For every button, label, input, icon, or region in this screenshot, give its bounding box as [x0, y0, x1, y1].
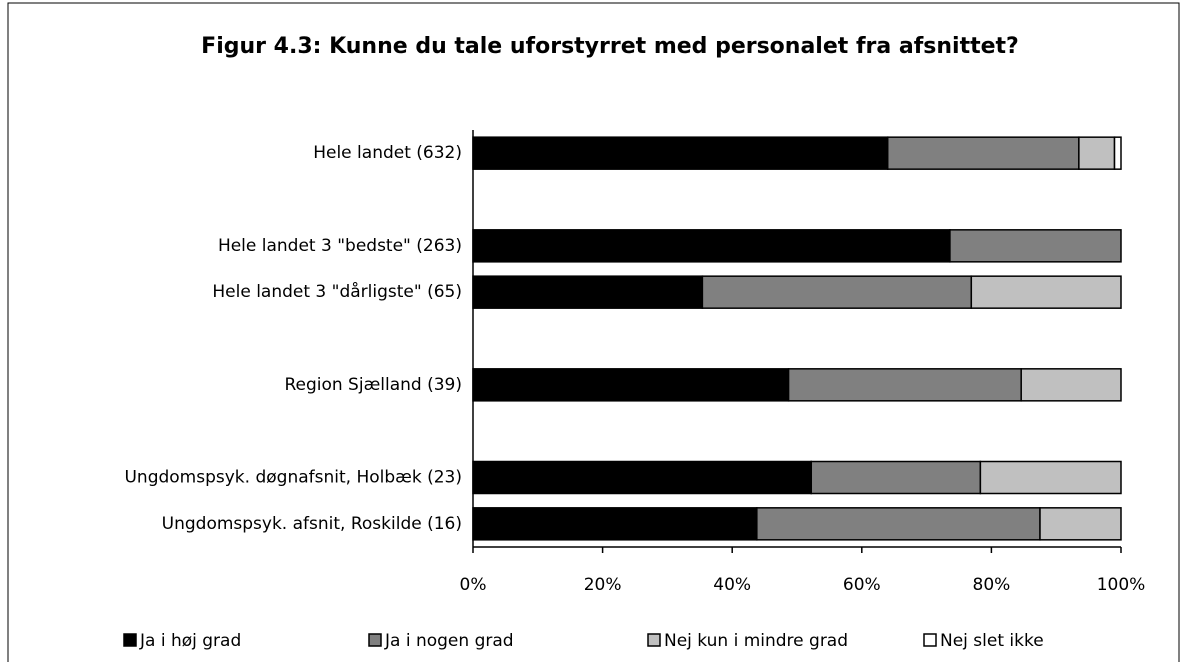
bar-segment: [949, 229, 1122, 263]
legend-label: Ja i nogen grad: [384, 631, 514, 651]
bar-segment: [787, 368, 1022, 402]
bar-segment: [970, 275, 1122, 309]
bar-segment: [1020, 368, 1122, 402]
chart-title: Figur 4.3: Kunne du tale uforstyrret med…: [201, 34, 1019, 59]
y-tick-label: Ungdomspsyk. døgnafsnit, Holbæk (23): [124, 468, 462, 488]
bar-segment: [1039, 507, 1122, 541]
y-tick-label: Hele landet 3 "bedste" (263): [218, 236, 462, 256]
x-tick-label: 0%: [460, 575, 487, 595]
bar-segment: [472, 460, 813, 495]
bar-segment: [472, 368, 790, 402]
bar-segment: [472, 229, 951, 263]
x-tick-label: 80%: [973, 575, 1011, 595]
legend-label: Nej kun i mindre grad: [664, 631, 848, 651]
legend-swatch: [923, 633, 937, 647]
legend-swatch: [368, 633, 382, 647]
legend-swatch: [123, 633, 137, 647]
x-tick-label: 20%: [584, 575, 622, 595]
legend-label: Nej slet ikke: [940, 631, 1044, 651]
bar-segment: [756, 507, 1041, 541]
bar-segment: [1113, 136, 1122, 170]
bar-segment: [701, 275, 973, 309]
y-tick-label: Hele landet 3 "dårligste" (65): [212, 281, 462, 302]
y-tick-label: Hele landet (632): [313, 143, 462, 163]
y-tick-label: Region Sjælland (39): [284, 375, 462, 395]
x-tick-label: 100%: [1097, 575, 1146, 595]
y-tick-label: Ungdomspsyk. afsnit, Roskilde (16): [162, 514, 462, 534]
bar-segment: [472, 136, 889, 170]
bar-segment: [979, 460, 1122, 495]
legend-swatch: [647, 633, 661, 647]
x-tick-label: 60%: [843, 575, 881, 595]
chart-border: [7, 2, 1180, 662]
x-tick-label: 40%: [713, 575, 751, 595]
bar-segment: [472, 507, 758, 541]
bar-segment: [886, 136, 1080, 170]
bar-segment: [1078, 136, 1116, 170]
legend-label: Ja i høj grad: [139, 631, 241, 651]
bar-segment: [810, 460, 982, 495]
bar-segment: [472, 275, 704, 309]
